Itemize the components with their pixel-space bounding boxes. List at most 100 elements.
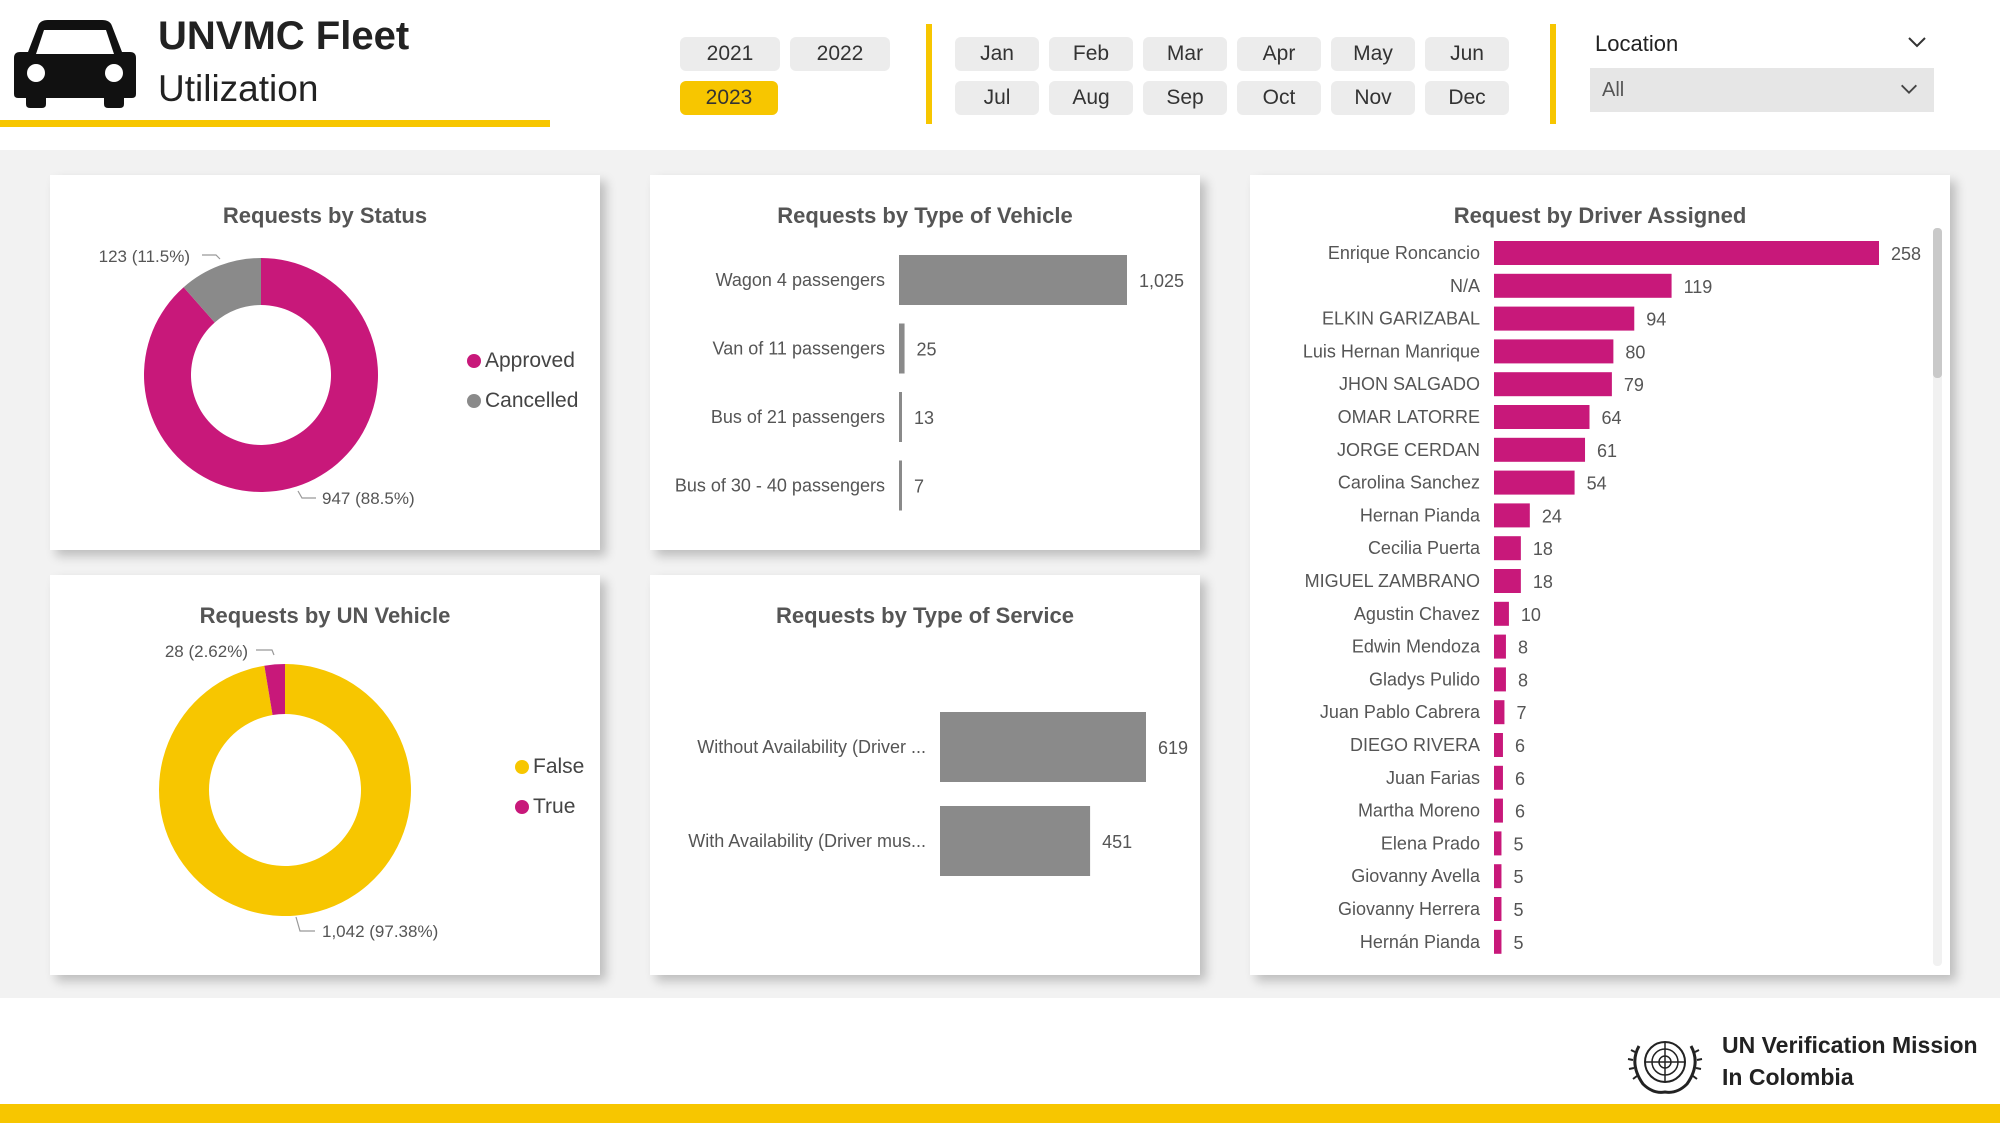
month-button-nov[interactable]: Nov	[1331, 81, 1415, 115]
value-label: 7	[914, 477, 924, 497]
year-button-2023[interactable]: 2023	[680, 81, 778, 115]
value-label: 79	[1624, 375, 1644, 395]
bar[interactable]	[1494, 700, 1505, 725]
separator	[1550, 24, 1556, 124]
status-donut-chart: 123 (11.5%) 947 (88.5%) Approved Cancelled	[99, 247, 579, 508]
donut-slice-cancelled[interactable]	[183, 258, 261, 323]
bar[interactable]	[940, 806, 1091, 876]
bar[interactable]	[1494, 503, 1530, 528]
scrollbar[interactable]	[1933, 228, 1942, 966]
bar[interactable]	[899, 323, 905, 374]
month-button-mar[interactable]: Mar	[1143, 37, 1227, 71]
category-label: N/A	[1450, 276, 1480, 296]
chart-title: Requests by Type of Vehicle	[777, 203, 1073, 228]
bar[interactable]	[1494, 470, 1575, 495]
bar[interactable]	[1494, 372, 1612, 397]
legend-label-true[interactable]: True	[533, 795, 575, 818]
chevron-down-icon[interactable]	[1905, 30, 1929, 54]
value-label: 61	[1597, 441, 1617, 461]
category-label: Juan Farias	[1386, 768, 1480, 788]
bar[interactable]	[1494, 306, 1635, 331]
legend-label-false[interactable]: False	[533, 755, 584, 778]
month-button-dec[interactable]: Dec	[1425, 81, 1509, 115]
bar[interactable]	[1494, 536, 1521, 561]
bar[interactable]	[1494, 831, 1502, 856]
month-button-jun[interactable]: Jun	[1425, 37, 1509, 71]
value-label: 5	[1513, 933, 1523, 953]
category-label: Gladys Pulido	[1369, 669, 1480, 689]
data-label: 28 (2.62%)	[165, 642, 248, 661]
bar[interactable]	[1494, 733, 1503, 757]
value-label: 6	[1515, 802, 1525, 822]
bar[interactable]	[1494, 241, 1879, 265]
bar[interactable]	[1494, 634, 1506, 659]
value-label: 24	[1542, 506, 1562, 526]
category-label: Wagon 4 passengers	[716, 270, 885, 290]
category-label: Hernan Pianda	[1360, 505, 1481, 525]
category-label: Carolina Sanchez	[1338, 473, 1480, 493]
category-label: DIEGO RIVERA	[1350, 735, 1480, 755]
legend-marker	[467, 354, 481, 368]
bar[interactable]	[1494, 437, 1586, 462]
category-label: MIGUEL ZAMBRANO	[1305, 571, 1480, 591]
category-label: Martha Moreno	[1358, 801, 1480, 821]
service-type-card: Requests by Type of Service Without Avai…	[650, 575, 1200, 975]
bar[interactable]	[1494, 929, 1502, 954]
bar[interactable]	[1494, 765, 1503, 790]
category-label: Bus of 30 - 40 passengers	[675, 476, 885, 496]
month-button-jul[interactable]: Jul	[955, 81, 1039, 115]
chart-title: Requests by Status	[222, 203, 428, 228]
month-button-feb[interactable]: Feb	[1049, 37, 1133, 71]
header: UNVMC Fleet Utilization Location All 202…	[0, 0, 2000, 150]
category-label: Edwin Mendoza	[1352, 637, 1481, 657]
bar[interactable]	[1494, 405, 1590, 429]
legend-label-approved[interactable]: Approved	[485, 349, 575, 372]
bar[interactable]	[1494, 569, 1521, 593]
donut-slice-true[interactable]	[264, 664, 285, 716]
bar[interactable]	[899, 460, 902, 511]
year-button-2021[interactable]: 2021	[680, 37, 780, 71]
month-button-aug[interactable]: Aug	[1049, 81, 1133, 115]
month-button-oct[interactable]: Oct	[1237, 81, 1321, 115]
value-label: 8	[1518, 670, 1528, 690]
value-label: 10	[1521, 605, 1541, 625]
legend-label-cancelled[interactable]: Cancelled	[485, 389, 578, 412]
donut-slice-false[interactable]	[159, 664, 411, 916]
page-subtitle: Utilization	[158, 68, 319, 109]
status-card: Requests by Status 123 (11.5%) 947 (88.5%…	[50, 175, 600, 550]
chart-title: Requests by Type of Service	[776, 603, 1074, 628]
month-button-apr[interactable]: Apr	[1237, 37, 1321, 71]
bar[interactable]	[1494, 273, 1672, 298]
donut-slice-approved[interactable]	[144, 258, 378, 492]
dashboard-body: Requests by Status 123 (11.5%) 947 (88.5%…	[0, 150, 2000, 998]
bar[interactable]	[1494, 601, 1509, 626]
month-button-sep[interactable]: Sep	[1143, 81, 1227, 115]
bar[interactable]	[1494, 864, 1502, 889]
value-label: 25	[917, 340, 937, 360]
bar[interactable]	[1494, 339, 1614, 364]
leader-line	[295, 916, 315, 932]
bar[interactable]	[940, 712, 1146, 782]
footer-accent-bar	[0, 1104, 2000, 1123]
bar[interactable]	[899, 392, 902, 442]
leader-line	[256, 649, 275, 656]
category-label: OMAR LATORRE	[1338, 407, 1480, 427]
leader-line	[297, 490, 316, 499]
title-underline	[0, 120, 550, 127]
month-button-jan[interactable]: Jan	[955, 37, 1039, 71]
value-label: 18	[1533, 539, 1553, 559]
value-label: 94	[1646, 310, 1666, 330]
location-dropdown[interactable]: All	[1590, 68, 1934, 112]
value-label: 64	[1602, 408, 1622, 428]
chart-title: Request by Driver Assigned	[1453, 203, 1747, 228]
bar[interactable]	[1494, 667, 1506, 692]
bar[interactable]	[1494, 798, 1503, 823]
bar[interactable]	[899, 255, 1127, 305]
scrollbar-thumb[interactable]	[1933, 228, 1942, 378]
separator	[926, 24, 932, 124]
vehicle-type-bar-chart: Wagon 4 passengers 1,025 Van of 11 passeng…	[675, 255, 1184, 511]
category-label: ELKIN GARIZABAL	[1322, 309, 1480, 329]
bar[interactable]	[1494, 897, 1502, 921]
month-button-may[interactable]: May	[1331, 37, 1415, 71]
year-button-2022[interactable]: 2022	[790, 37, 890, 71]
